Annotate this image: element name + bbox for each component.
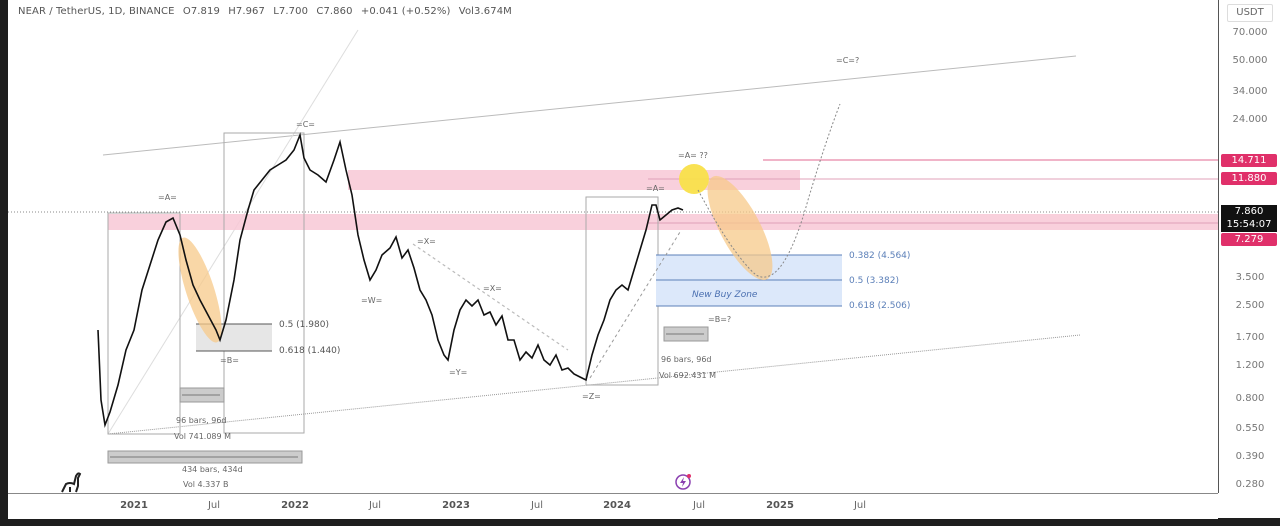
time-label: Jul [853, 500, 867, 511]
time-label: 2024 [603, 500, 631, 511]
currency-selector[interactable]: USDT [1227, 4, 1273, 22]
price-tick: 50.000 [1232, 55, 1268, 66]
time-label: 2023 [442, 500, 470, 511]
time-label: Jul [207, 500, 221, 511]
price-tag-14711: 14.711 [1221, 154, 1277, 167]
fib-label-2021-05: 0.5 (1.980) [279, 320, 329, 330]
symbol-name[interactable]: NEAR / TetherUS, 1D, BINANCE [18, 6, 175, 17]
time-label: Jul [368, 500, 382, 511]
buy-zone-label: New Buy Zone [692, 290, 758, 300]
ohlc-open: O7.819 [182, 6, 220, 17]
wxy-trendline [412, 243, 569, 351]
range1-bars: 96 bars, 96d [176, 416, 227, 425]
price-tag-11880: 11.880 [1221, 172, 1277, 185]
time-axis[interactable]: 2021 Jul 2022 Jul 2023 Jul 2024 Jul 2025… [8, 493, 1218, 519]
time-label: 2022 [281, 500, 309, 511]
price-tick: 0.800 [1235, 393, 1265, 404]
target-circle [679, 164, 709, 194]
symbol-legend: NEAR / TetherUS, 1D, BINANCE O7.819 H7.9… [18, 6, 517, 17]
fib-label-2021-0618: 0.618 (1.440) [279, 346, 341, 356]
wave-label-z: =Z= [582, 392, 601, 401]
ohlc-low: L7.700 [273, 6, 309, 17]
price-tick: 2.500 [1235, 300, 1265, 311]
wave-label-x2: =X= [483, 284, 502, 293]
price-tick: 0.280 [1235, 479, 1265, 490]
price-series [97, 132, 684, 429]
wave-label-x1: =X= [417, 237, 436, 246]
tradingview-dino-icon[interactable] [58, 470, 86, 494]
support-zone [108, 214, 1218, 230]
wave-label-a-future: =A= ?? [678, 151, 708, 160]
chart-drawing [8, 29, 1218, 464]
volume: Vol3.674M [458, 6, 512, 17]
time-label: Jul [530, 500, 544, 511]
price-tick: 1.200 [1235, 360, 1265, 371]
wave-label-b-2021: =B= [220, 356, 239, 365]
range1-vol: Vol 741.089 M [174, 432, 232, 441]
fib-label-05: 0.5 (3.382) [849, 276, 899, 286]
ohlc-high: H7.967 [228, 6, 265, 17]
last-price-tag: 7.860 15:54:07 [1221, 205, 1277, 232]
fib-label-0382: 0.382 (4.564) [849, 251, 911, 261]
range-box-1 [107, 212, 181, 435]
time-label: 2021 [120, 500, 148, 511]
diagonal-line [107, 29, 359, 435]
wave-label-w: =W= [361, 296, 383, 305]
price-tick: 70.000 [1232, 27, 1268, 38]
chart-plot-area[interactable]: =A= =B= =C= =W= =X= =Y= =X= =Z= =A= =A= … [8, 0, 1218, 493]
price-tick: 1.700 [1235, 332, 1265, 343]
price-tick: 34.000 [1232, 86, 1268, 97]
range3-vol: Vol 692.431 M [659, 371, 717, 380]
price-change: +0.041 (+0.52%) [360, 6, 451, 17]
wave-label-a-2024: =A= [646, 184, 665, 193]
lightning-icon[interactable] [674, 473, 692, 491]
range3-bars: 96 bars, 96d [661, 355, 712, 364]
wave-label-a-2021: =A= [158, 193, 177, 202]
price-axis[interactable]: USDT 70.000 50.000 34.000 24.000 3.500 2… [1218, 0, 1280, 493]
price-tick: 24.000 [1232, 114, 1268, 125]
wave-label-b-future: =B=? [708, 315, 732, 324]
range2-vol: Vol 4.337 B [183, 480, 229, 489]
wave-label-y: =Y= [449, 368, 468, 377]
projection-ellipse-2024 [707, 175, 773, 281]
rally-trendline [589, 231, 681, 379]
wave-label-c-future: =C=? [836, 56, 860, 65]
projection-path [697, 103, 841, 278]
price-tick: 3.500 [1235, 272, 1265, 283]
price-tick: 0.550 [1235, 423, 1265, 434]
fib-label-0618: 0.618 (2.506) [849, 301, 911, 311]
range-box-2 [223, 132, 305, 434]
wave-label-c-2022: =C= [296, 120, 315, 129]
price-tick: 0.390 [1235, 451, 1265, 462]
projection-ellipse-2021 [178, 237, 222, 343]
time-label: Jul [692, 500, 706, 511]
last-price-value: 7.860 [1234, 206, 1264, 217]
range2-bars: 434 bars, 434d [182, 465, 243, 474]
chart-frame: =A= =B= =C= =W= =X= =Y= =X= =Z= =A= =A= … [8, 0, 1280, 519]
price-tag-7279: 7.279 [1221, 233, 1277, 246]
ohlc-close: C7.860 [316, 6, 353, 17]
channel-top-line [102, 55, 1077, 156]
bar-countdown: 15:54:07 [1226, 219, 1272, 230]
time-label: 2025 [766, 500, 794, 511]
